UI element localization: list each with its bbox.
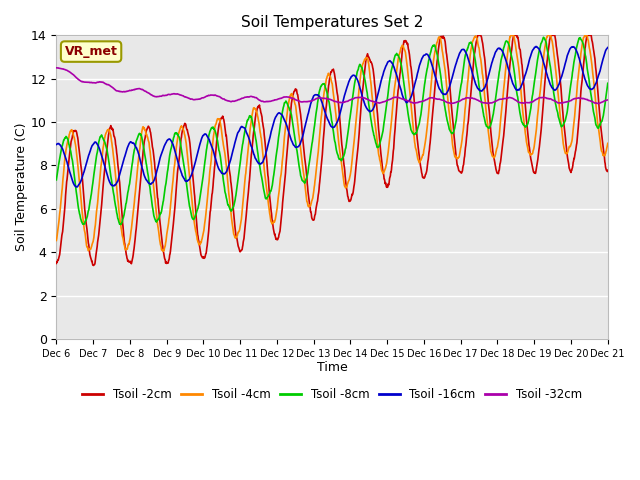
Title: Soil Temperatures Set 2: Soil Temperatures Set 2: [241, 15, 423, 30]
Y-axis label: Soil Temperature (C): Soil Temperature (C): [15, 123, 28, 252]
X-axis label: Time: Time: [317, 361, 348, 374]
Text: VR_met: VR_met: [65, 45, 118, 58]
Legend: Tsoil -2cm, Tsoil -4cm, Tsoil -8cm, Tsoil -16cm, Tsoil -32cm: Tsoil -2cm, Tsoil -4cm, Tsoil -8cm, Tsoi…: [77, 384, 587, 406]
